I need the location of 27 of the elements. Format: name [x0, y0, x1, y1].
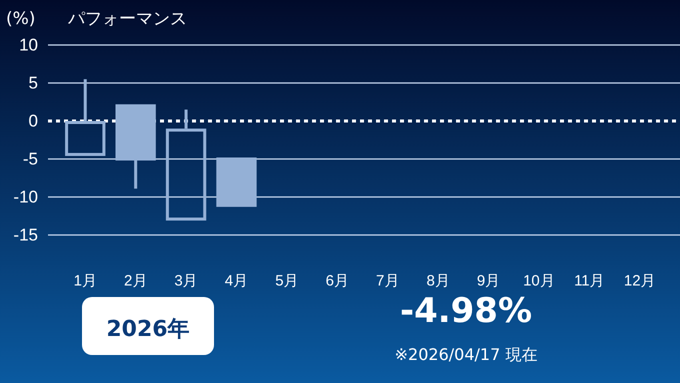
x-tick-label: 7月 [376, 272, 400, 290]
y-tick-label: -15 [13, 225, 38, 244]
y-tick-label: -10 [13, 187, 38, 206]
y-tick-label: 5 [28, 73, 38, 92]
y-tick-label: 0 [28, 111, 38, 130]
x-tick-label: 11月 [574, 272, 605, 290]
y-tick-label: -5 [22, 149, 38, 168]
x-tick-label: 9月 [476, 272, 500, 290]
x-tick-label: 1月 [74, 272, 97, 290]
y-axis-title: (%) [6, 9, 36, 29]
chart-title: パフォーマンス [67, 9, 187, 29]
candlestick [216, 157, 257, 207]
x-tick-label: 4月 [224, 272, 248, 290]
x-tick-label: 5月 [275, 272, 299, 290]
x-tick-label: 3月 [174, 272, 198, 290]
candlestick [115, 104, 156, 189]
text: 2026年 [106, 317, 190, 342]
x-tick-label: 12月 [624, 272, 656, 290]
text: ※2026/04/17 現在 [394, 345, 538, 364]
candlestick [65, 79, 106, 156]
candlestick [166, 110, 206, 221]
x-tick-label: 2月 [124, 272, 148, 290]
text: -4.98% [400, 291, 532, 331]
x-tick-label: 10月 [523, 272, 555, 290]
y-tick-label: 10 [19, 35, 38, 54]
x-tick-label: 8月 [426, 272, 450, 290]
x-tick-label: 6月 [326, 272, 349, 290]
